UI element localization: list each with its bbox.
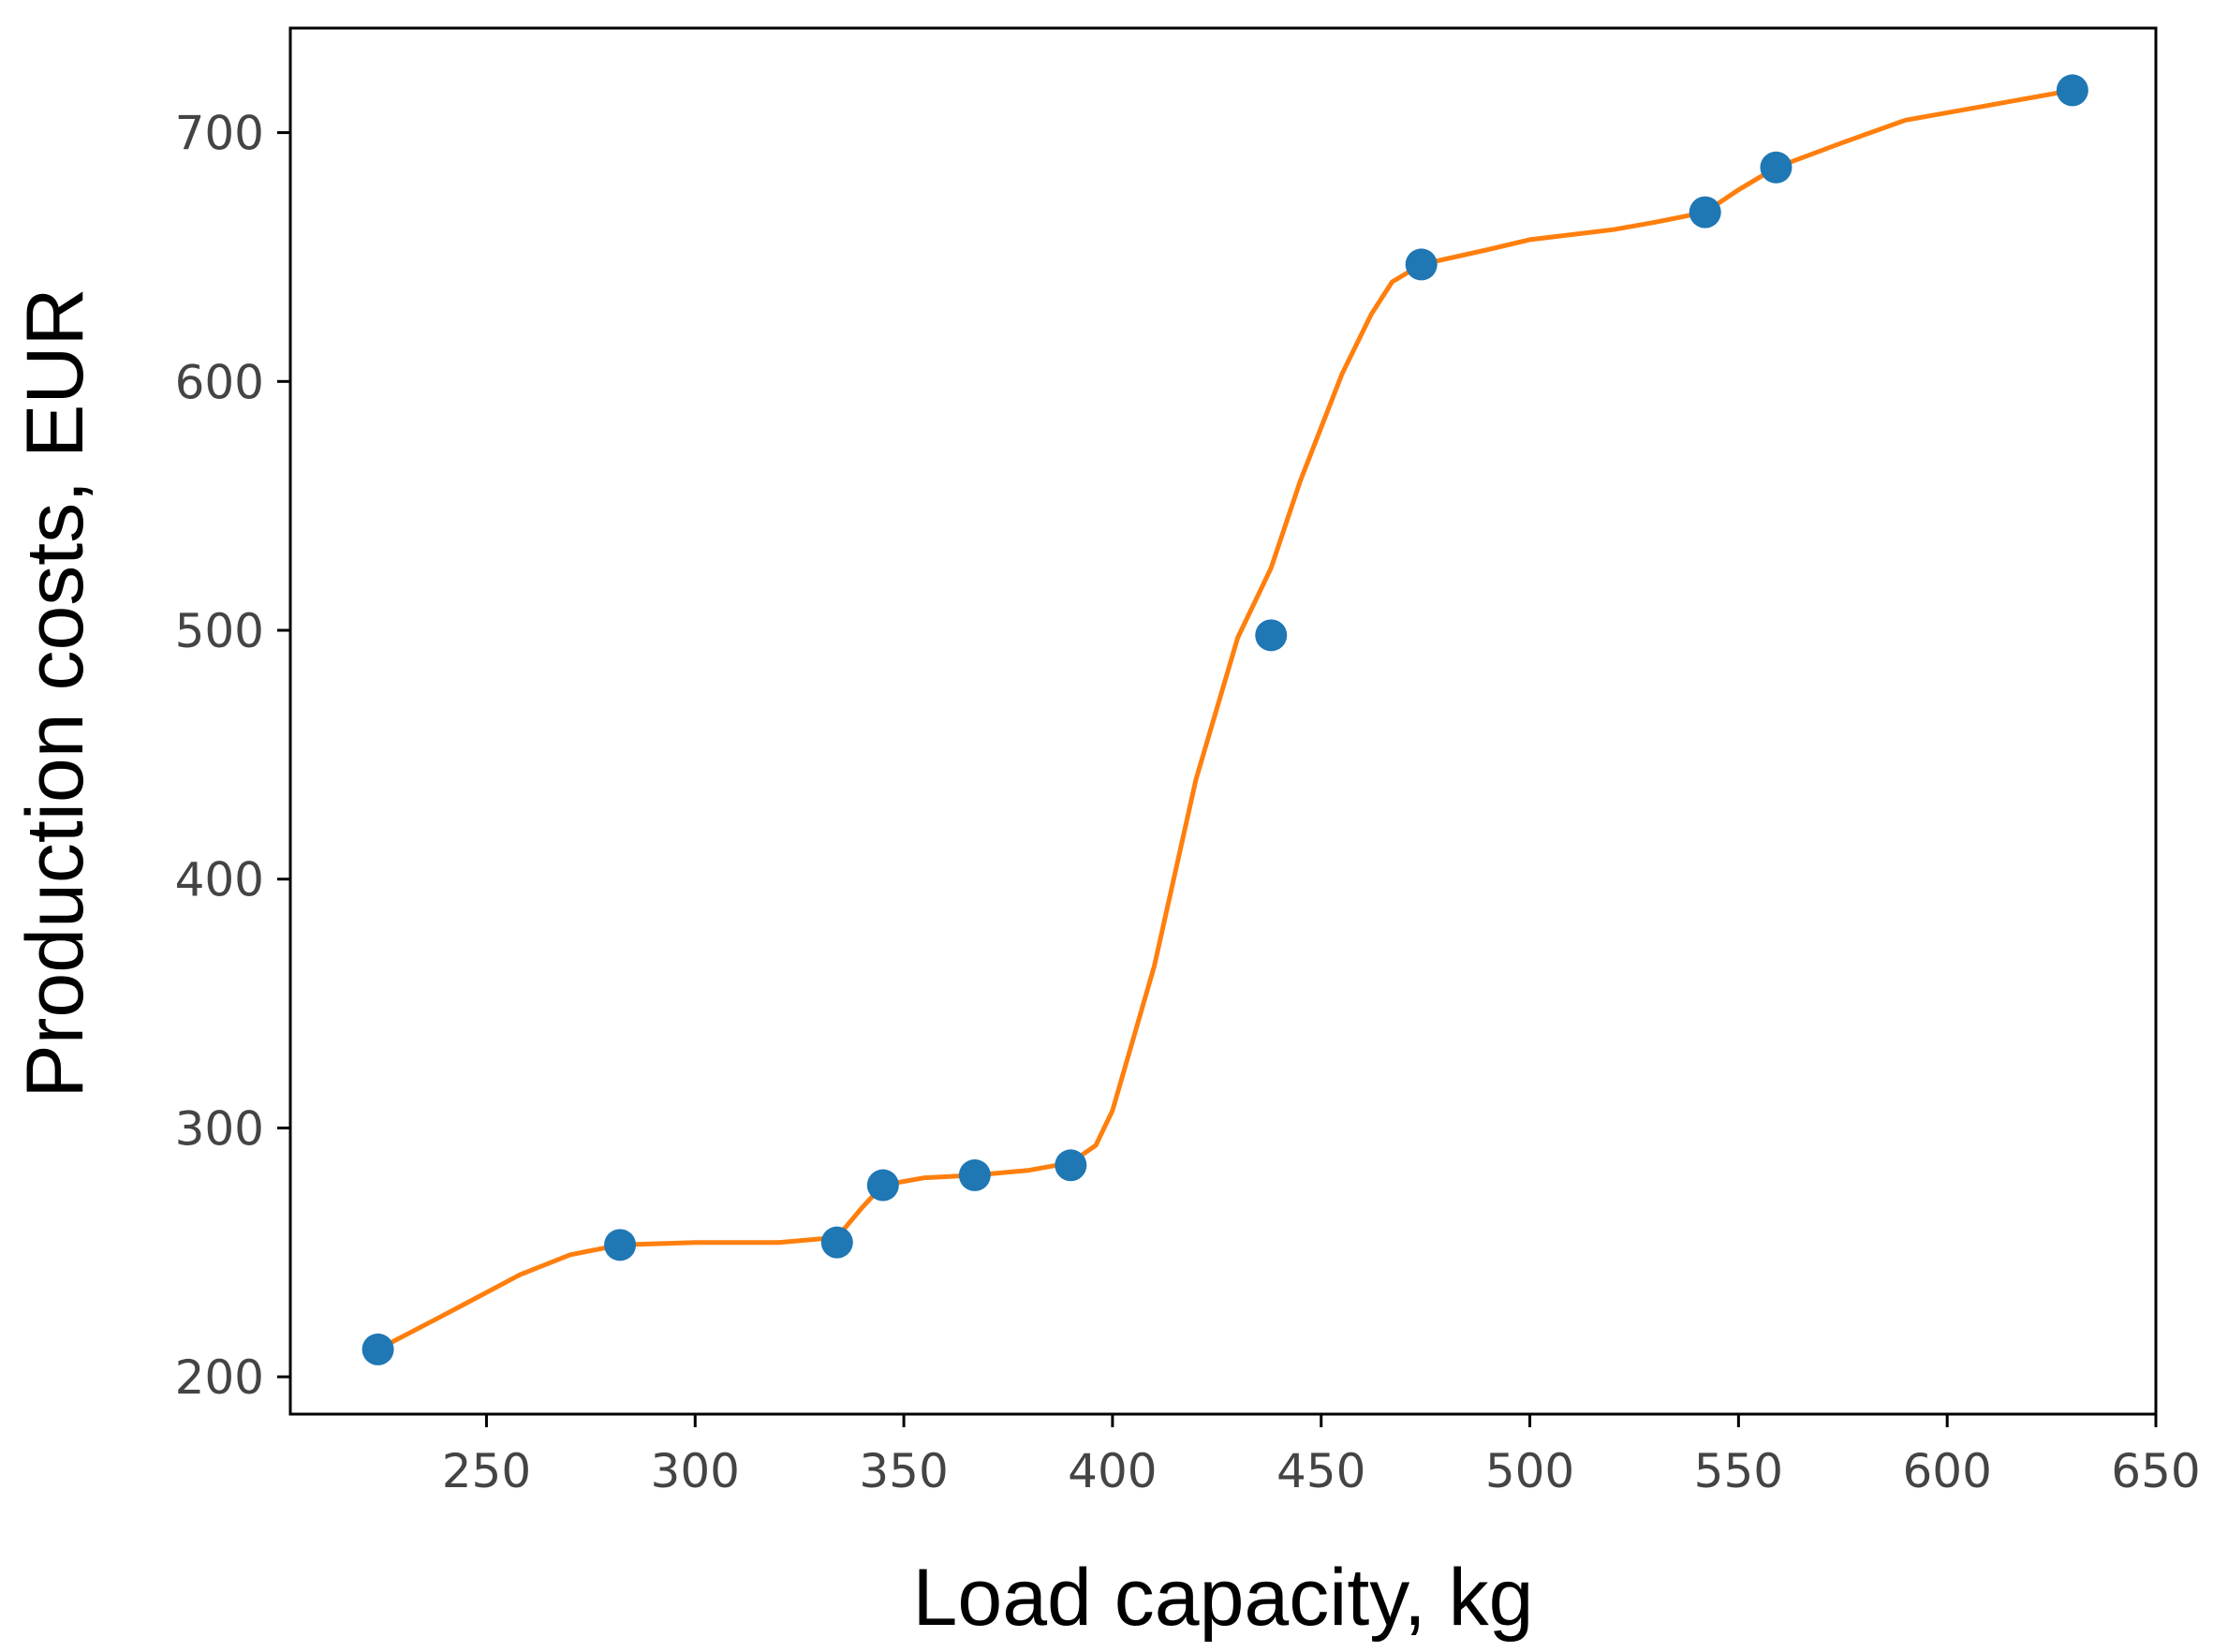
data-point	[958, 1158, 991, 1191]
data-point	[1405, 248, 1438, 281]
data-point	[361, 1333, 394, 1365]
y-tick-label: 700	[175, 107, 264, 161]
plot-area-frame	[288, 26, 2158, 1416]
curve-layer	[376, 87, 2075, 1352]
data-point	[1689, 196, 1721, 229]
points-layer	[361, 74, 2088, 1365]
y-tick-label: 600	[175, 355, 264, 409]
data-point	[2056, 74, 2088, 107]
data-point	[1760, 151, 1793, 184]
y-tick-label: 500	[175, 604, 264, 658]
x-tick-label: 350	[859, 1444, 948, 1498]
y-tick-label: 200	[175, 1350, 264, 1405]
data-point	[1055, 1149, 1087, 1182]
x-tick-label: 550	[1694, 1444, 1783, 1498]
x-tick-label: 300	[651, 1444, 740, 1498]
ticks-layer: 250 300 350 400 450 500 550 600 650 200 300 400 500 6…	[175, 107, 2201, 1498]
data-point	[820, 1226, 853, 1259]
y-tick-label: 400	[175, 853, 264, 907]
data-point	[866, 1169, 899, 1202]
data-point	[604, 1229, 637, 1261]
y-tick-label: 300	[175, 1101, 264, 1156]
x-tick-label: 400	[1068, 1444, 1157, 1498]
x-tick-label: 600	[1902, 1444, 1991, 1498]
x-tick-label: 250	[442, 1444, 531, 1498]
y-axis-title: Production costs, EUR	[10, 288, 100, 1098]
x-axis-title: Load capacity, kg	[913, 1553, 1534, 1643]
x-tick-label: 650	[2111, 1444, 2200, 1498]
data-point	[1255, 619, 1288, 652]
x-tick-label: 450	[1276, 1444, 1365, 1498]
fitted-curve-line	[376, 87, 2075, 1352]
x-tick-label: 500	[1485, 1444, 1574, 1498]
